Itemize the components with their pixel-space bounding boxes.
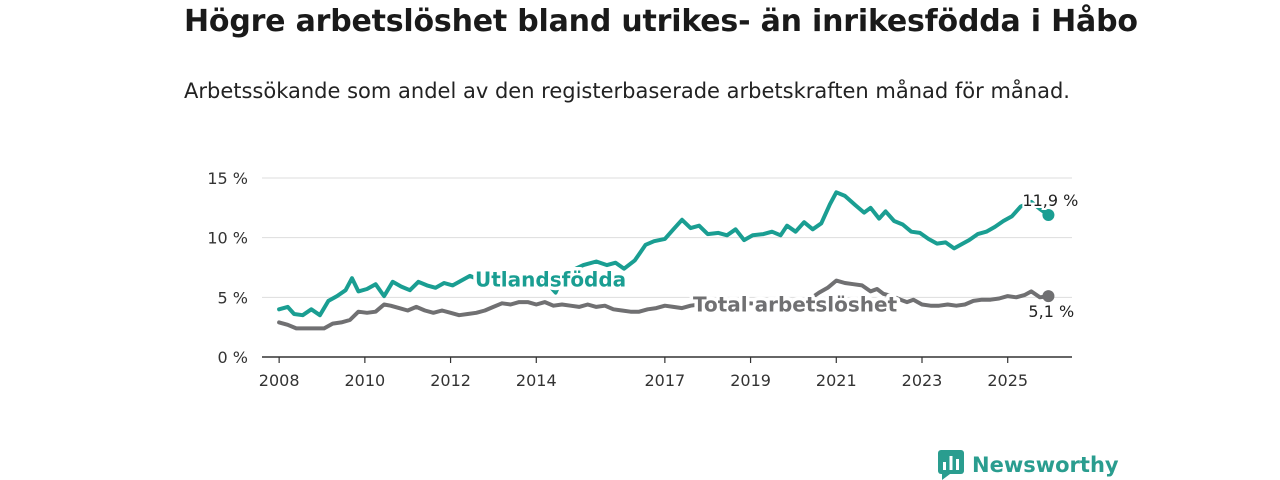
chart-title: Högre arbetslöshet bland utrikes- än inr… (184, 4, 1138, 39)
end-label-utlandsfodda: 11,9 % (1022, 191, 1078, 210)
x-tick-label: 2017 (644, 371, 685, 390)
series-labels: Utlandsfödda Total arbetslöshet 11,9 % 5,1 … (472, 189, 1081, 323)
series-lines (277, 190, 1055, 331)
newsworthy-logo-icon (938, 450, 964, 480)
brand-name: Newsworthy (972, 453, 1119, 477)
brand[interactable]: Newsworthy (938, 450, 1119, 480)
series-label-utlandsfodda: Utlandsfödda (475, 267, 626, 291)
x-tick-label: 2023 (902, 371, 943, 390)
x-tick-label: 2010 (344, 371, 385, 390)
chart-subtitle: Arbetssökande som andel av den registerb… (184, 79, 1070, 103)
x-tick-label: 2021 (816, 371, 857, 390)
series-total-end-dot (1042, 290, 1055, 303)
y-tick-labels: 0 % 5 % 10 % 15 % (207, 169, 248, 367)
x-tick-label: 2025 (987, 371, 1028, 390)
series-total-line (277, 278, 1051, 331)
y-tick-label: 0 % (218, 348, 248, 367)
y-tick-label: 5 % (218, 288, 248, 307)
grid-lines (262, 177, 1072, 363)
end-label-total: 5,1 % (1028, 302, 1074, 321)
series-label-total: Total arbetslöshet (693, 292, 898, 316)
series-utlandsfodda-end-dot (1042, 208, 1055, 221)
x-tick-label: 2014 (516, 371, 557, 390)
x-tick-label: 2019 (730, 371, 771, 390)
x-tick-labels: 2008 2010 2012 2014 2017 2019 2021 2023 2025 (259, 371, 1028, 390)
y-tick-label: 15 % (207, 169, 248, 188)
y-tick-label: 10 % (207, 229, 248, 248)
x-tick-label: 2012 (430, 371, 471, 390)
series-utlandsfodda-line (277, 190, 1051, 318)
x-tick-label: 2008 (259, 371, 300, 390)
